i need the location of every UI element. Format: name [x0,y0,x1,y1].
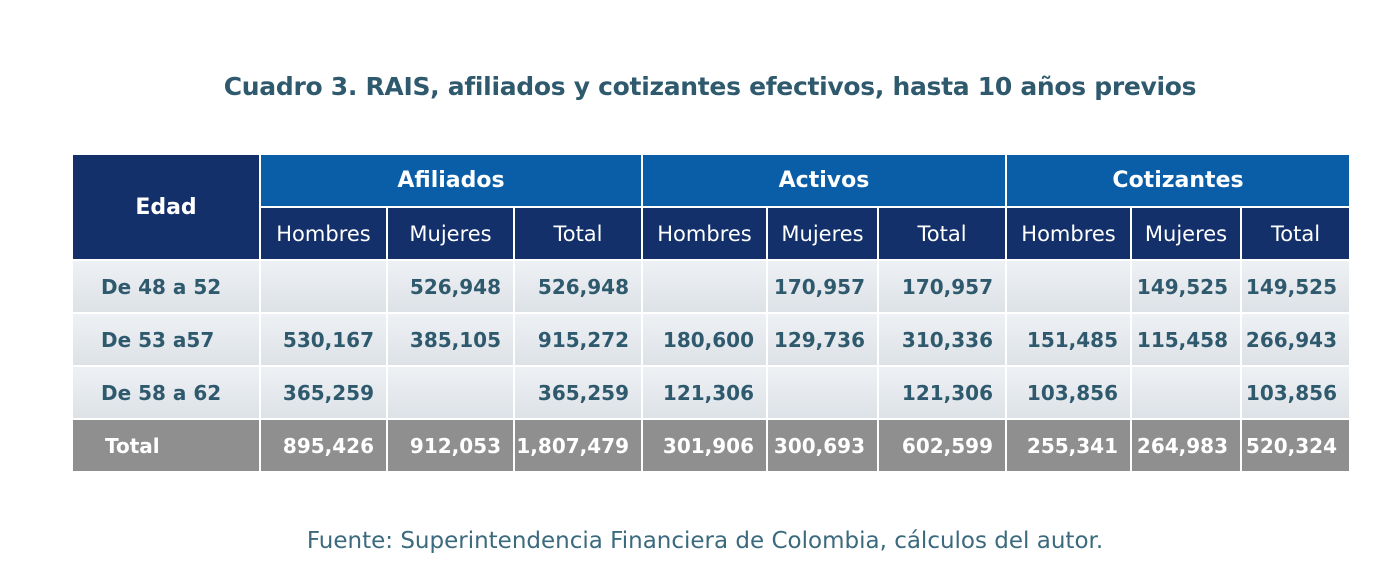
table-cell: 103,856 [1240,365,1352,420]
total-cell: 255,341 [1005,418,1133,473]
sub-header: Hombres [1005,206,1133,261]
total-cell: 520,324 [1240,418,1352,473]
table-cell: 151,485 [1005,312,1133,367]
table-cell: 121,306 [876,365,1008,420]
table-cell [1130,365,1243,420]
group-header-activos: Activos [640,153,1008,208]
table-cell: 385,105 [386,312,515,367]
total-cell: 912,053 [386,418,515,473]
total-cell: 301,906 [641,418,768,473]
sub-header: Hombres [259,206,388,261]
table-cell: 149,525 [1240,259,1352,314]
table-cell [1005,259,1133,314]
table-cell: 129,736 [766,312,879,367]
data-table: Edad Afiliados Activos Cotizantes Hombre… [71,153,1352,473]
total-cell: 895,426 [259,418,388,473]
row-label: De 58 a 62 [71,365,261,420]
table-cell: 149,525 [1130,259,1243,314]
table-cell: 121,306 [641,365,768,420]
total-cell: 1,807,479 [513,418,643,473]
group-header-cotizantes: Cotizantes [1005,153,1352,208]
total-row: Total 895,426 912,053 1,807,479 301,906 … [71,418,1352,473]
table-cell: 530,167 [259,312,388,367]
table-cell: 526,948 [513,259,643,314]
table-cell: 266,943 [1240,312,1352,367]
row-label: De 53 a57 [71,312,261,367]
table-cell: 310,336 [876,312,1008,367]
table-cell [259,259,388,314]
table-cell: 915,272 [513,312,643,367]
source-note: Fuente: Superintendencia Financiera de C… [306,528,1104,554]
sub-header: Total [513,206,643,261]
table-cell: 170,957 [766,259,879,314]
edad-header: Edad [71,153,261,261]
sub-header: Total [1240,206,1352,261]
table-cell: 526,948 [386,259,515,314]
group-header-afiliados: Afiliados [259,153,643,208]
sub-header: Total [876,206,1008,261]
table-row: De 58 a 62 365,259 365,259 121,306 121,3… [71,365,1352,420]
total-cell: 264,983 [1130,418,1243,473]
table-cell: 103,856 [1005,365,1133,420]
group-header-row: Edad Afiliados Activos Cotizantes [71,153,1352,261]
total-cell: 602,599 [876,418,1008,473]
table-cell: 365,259 [259,365,388,420]
table-cell: 115,458 [1130,312,1243,367]
table-row: De 53 a57 530,167 385,105 915,272 180,60… [71,312,1352,367]
sub-header: Mujeres [766,206,879,261]
total-cell: 300,693 [766,418,879,473]
sub-header: Mujeres [1130,206,1243,261]
total-label: Total [71,418,261,473]
table-row: De 48 a 52 526,948 526,948 170,957 170,9… [71,259,1352,314]
table-cell [386,365,515,420]
sub-header: Hombres [641,206,768,261]
table-cell: 365,259 [513,365,643,420]
table-cell [766,365,879,420]
sub-header: Mujeres [386,206,515,261]
table-cell: 180,600 [641,312,768,367]
table-title: Cuadro 3. RAIS, afiliados y cotizantes e… [223,72,1197,101]
table-cell: 170,957 [876,259,1008,314]
table-cell [641,259,768,314]
sub-header-row: Hombres Mujeres Total Hombres Mujeres To… [72,206,1352,261]
row-label: De 48 a 52 [71,259,261,314]
